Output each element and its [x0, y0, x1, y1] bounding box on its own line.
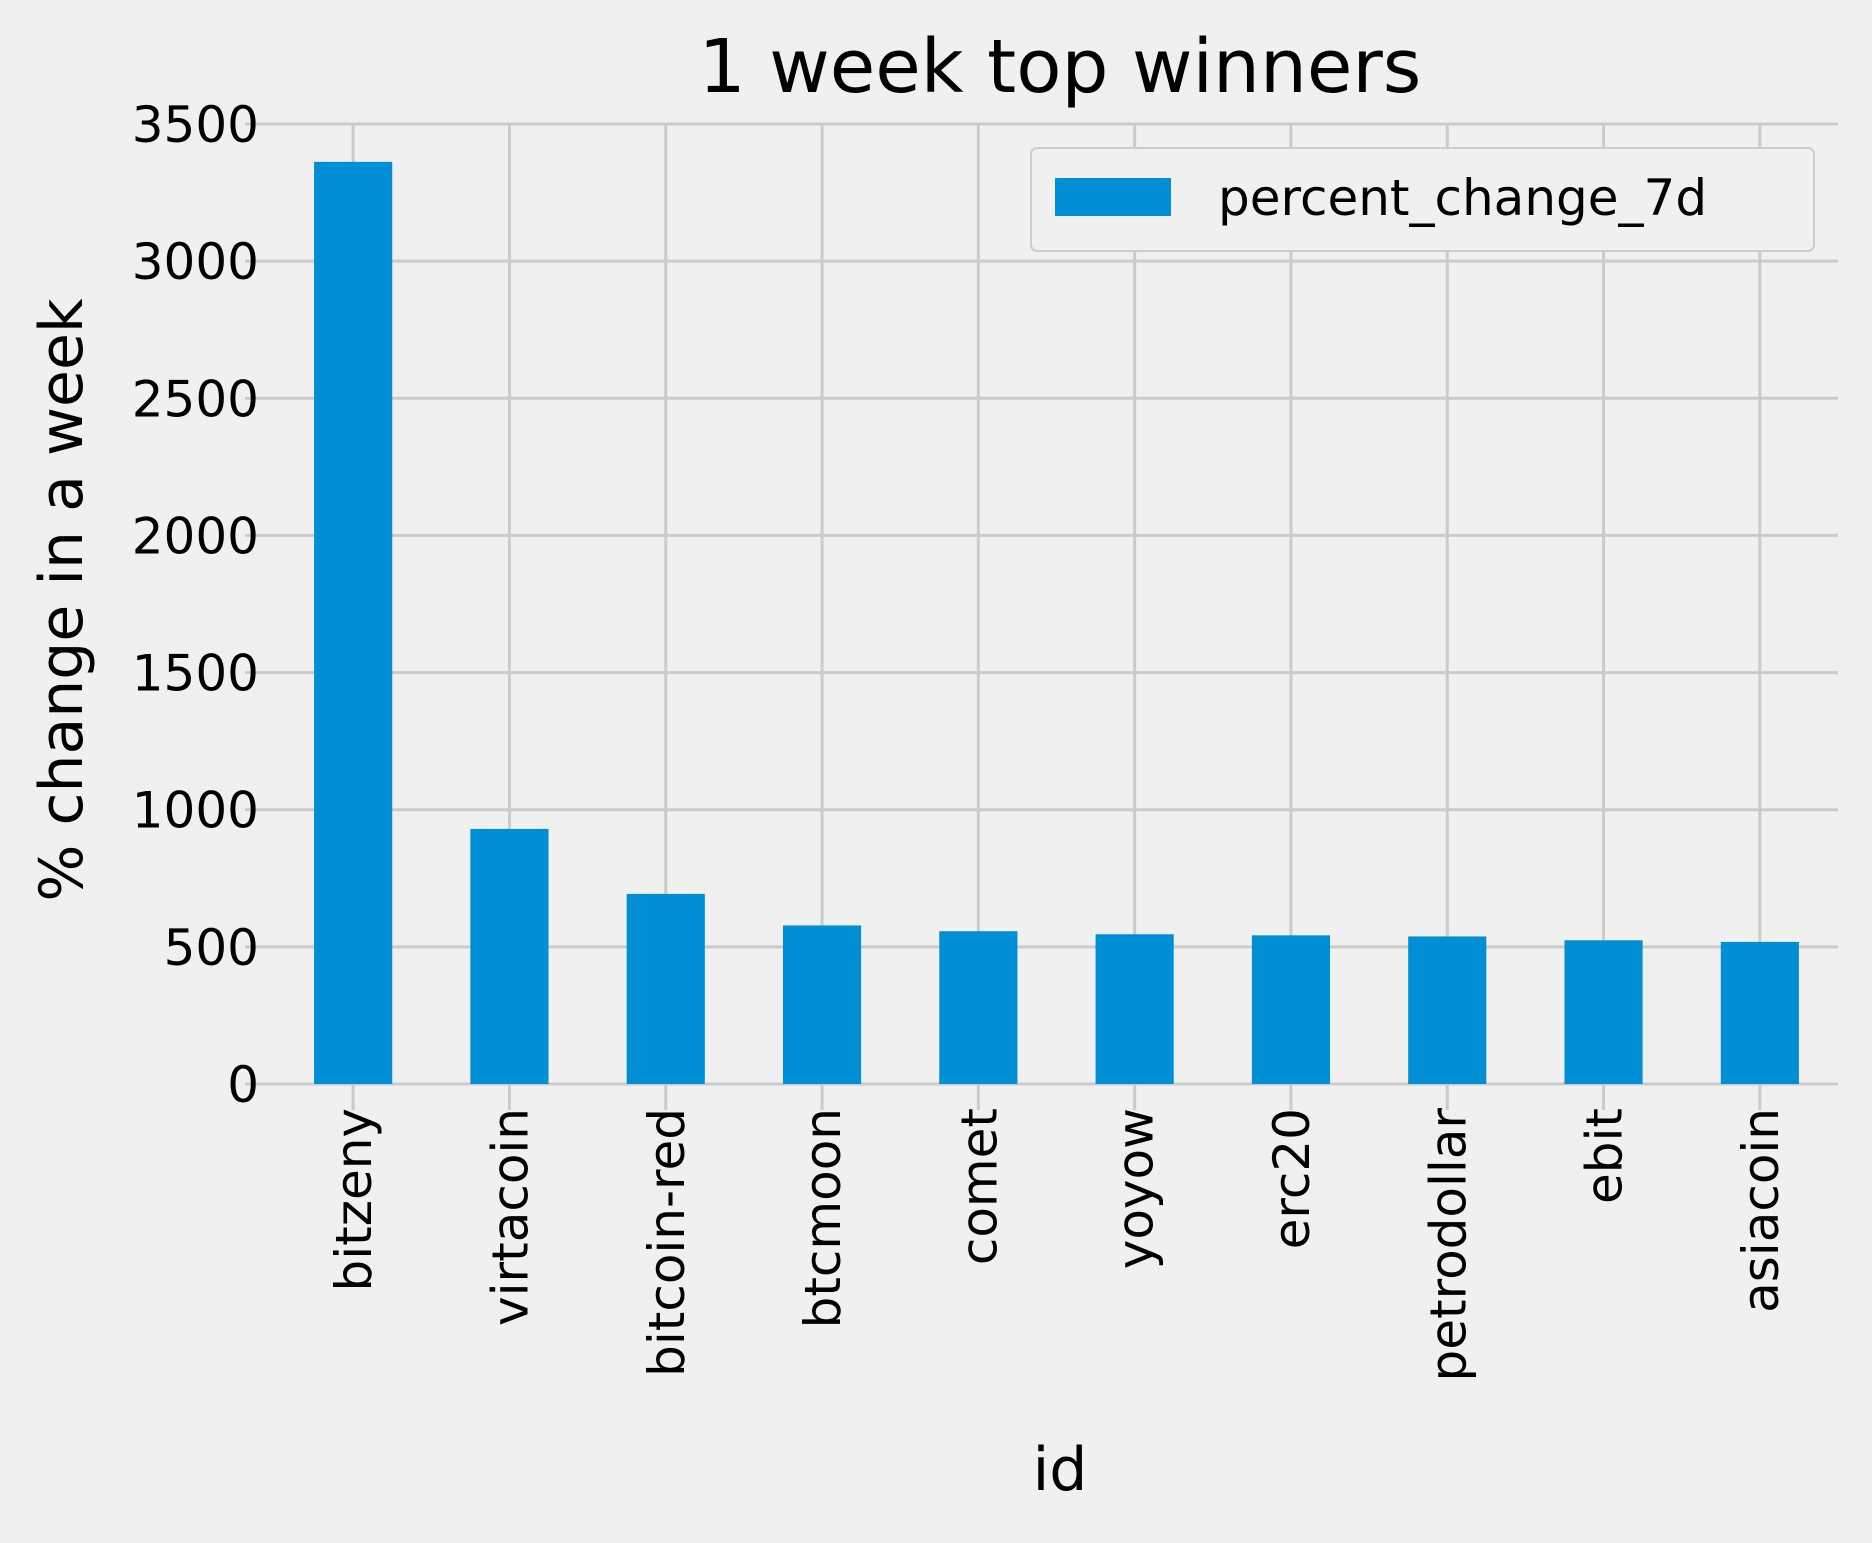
y-tick-label-6: 3000	[132, 233, 259, 291]
x-axis-label: id	[1033, 1435, 1088, 1505]
bar-petrodollar	[1408, 936, 1487, 1084]
y-tick-label-5: 2500	[132, 370, 259, 428]
bar-comet	[939, 931, 1018, 1084]
y-tick-label-2: 1000	[132, 782, 259, 840]
x-tick-label-asiacoin: asiacoin	[1732, 1108, 1790, 1313]
bars	[314, 161, 1799, 1084]
bar-virtacoin	[470, 828, 549, 1084]
legend-frame	[1030, 147, 1815, 252]
x-tick-label-virtacoin: virtacoin	[481, 1108, 539, 1326]
legend-swatch	[1055, 178, 1171, 216]
y-tick-label-4: 2000	[132, 507, 259, 565]
y-tick-label-1: 500	[164, 919, 259, 977]
y-tick-label-7: 3500	[132, 96, 259, 154]
x-tick-label-bitcoin-red: bitcoin-red	[638, 1108, 696, 1377]
y-tick-label-3: 1500	[132, 645, 259, 703]
y-axis-label: % change in a week	[27, 298, 97, 901]
x-tick-label-ebit: ebit	[1576, 1108, 1634, 1204]
bar-bitcoin-red	[626, 893, 705, 1084]
bar-erc20	[1251, 935, 1331, 1084]
chart-title: 1 week top winners	[699, 24, 1422, 110]
x-axis-tick-labels: bitzeny virtacoin bitcoin-red btcmoon comet y…	[325, 1108, 1790, 1382]
bar-ebit	[1564, 940, 1643, 1084]
y-tick-label-0: 0	[227, 1056, 259, 1114]
x-tick-label-comet: comet	[950, 1108, 1008, 1265]
x-tick-label-petrodollar: petrodollar	[1419, 1108, 1477, 1382]
x-tick-label-erc20: erc20	[1263, 1108, 1321, 1249]
x-tick-label-bitzeny: bitzeny	[325, 1108, 383, 1292]
x-tick-label-btcmoon: btcmoon	[794, 1108, 852, 1328]
legend: percent_change_7d	[1030, 147, 1815, 252]
bar-btcmoon	[782, 925, 862, 1084]
bar-asiacoin	[1720, 941, 1799, 1084]
x-tick-label-yoyow: yoyow	[1107, 1108, 1165, 1269]
legend-label: percent_change_7d	[1218, 169, 1707, 227]
bar-bitzeny	[314, 161, 393, 1084]
bar-yoyow	[1095, 934, 1174, 1084]
y-axis-tick-labels: 0 500 1000 1500 2000 2500 3000 3500	[132, 96, 259, 1114]
